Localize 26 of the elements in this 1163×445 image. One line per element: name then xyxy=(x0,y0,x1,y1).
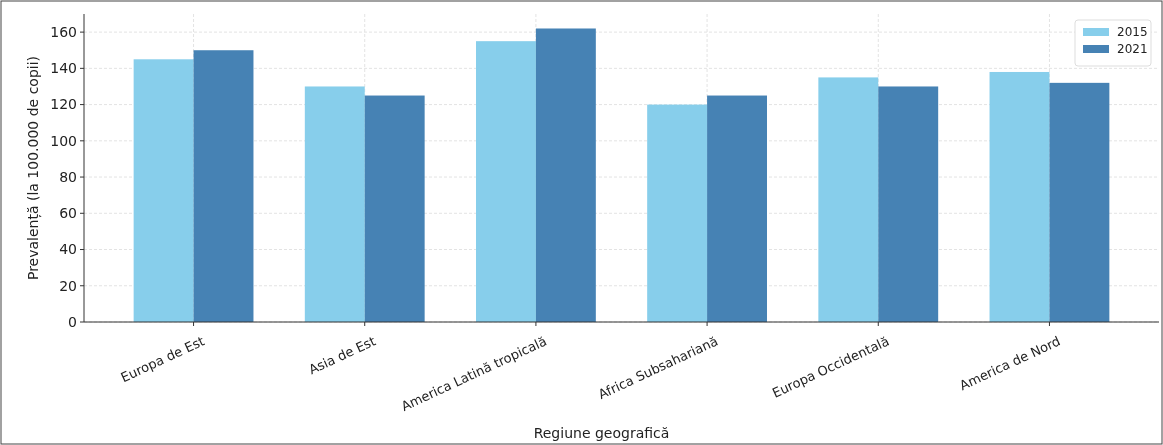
legend-label: 2015 xyxy=(1117,25,1148,40)
x-axis-title: Regiune geografică xyxy=(533,425,670,441)
bar xyxy=(304,86,365,322)
bar xyxy=(364,95,425,322)
bar xyxy=(647,104,708,322)
legend-label: 2021 xyxy=(1117,42,1148,57)
y-tick-label: 80 xyxy=(59,168,77,185)
y-tick-label: 40 xyxy=(59,241,77,258)
bar xyxy=(193,50,254,322)
bar xyxy=(476,41,536,322)
y-tick-label: 0 xyxy=(68,313,77,330)
bar xyxy=(1049,82,1110,322)
y-tick-label: 120 xyxy=(50,96,77,113)
y-axis-title: Prevalență (la 100.000 de copii) xyxy=(25,55,42,281)
bar xyxy=(818,77,879,322)
y-tick-label: 160 xyxy=(50,24,77,41)
y-tick-label: 20 xyxy=(59,277,77,294)
bar xyxy=(707,95,767,322)
bar xyxy=(535,28,596,322)
bar xyxy=(878,86,939,322)
bar xyxy=(133,59,194,322)
y-tick-label: 60 xyxy=(59,205,77,222)
y-tick-label: 100 xyxy=(50,132,77,149)
bar xyxy=(989,71,1050,322)
x-tick-label: Asia de Est xyxy=(306,333,378,378)
y-tick-label: 140 xyxy=(50,60,77,77)
